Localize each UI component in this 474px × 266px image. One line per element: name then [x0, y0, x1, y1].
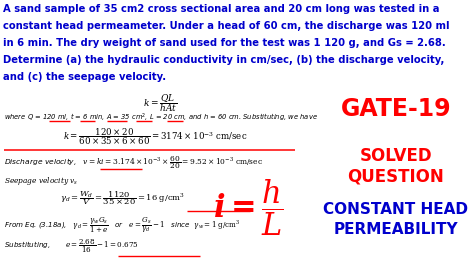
Text: $\gamma_d = \dfrac{W_d}{V} = \dfrac{1120}{35 \times 20} = 16\ \mathrm{g/cm^3}$: $\gamma_d = \dfrac{W_d}{V} = \dfrac{1120… — [60, 189, 185, 207]
Text: and (c) the seepage velocity.: and (c) the seepage velocity. — [3, 72, 166, 82]
Text: CONSTANT HEAD: CONSTANT HEAD — [323, 202, 468, 217]
Text: $\boldsymbol{i=\dfrac{h}{L}}$: $\boldsymbol{i=\dfrac{h}{L}}$ — [212, 177, 283, 238]
Text: $k = \dfrac{120 \times 20}{60 \times 35 \times 6 \times 60} = 3174 \times 10^{-3: $k = \dfrac{120 \times 20}{60 \times 35 … — [63, 126, 247, 147]
Text: Substituting,       $e = \dfrac{2.68}{16} - 1 = 0.675$: Substituting, $e = \dfrac{2.68}{16} - 1 … — [4, 238, 139, 255]
Text: where $Q$ = 120 ml, $t$ = 6 min, $A$ = 35 cm$^2$, $L$ = 20 cm, and $h$ = 60 cm. : where $Q$ = 120 ml, $t$ = 6 min, $A$ = 3… — [4, 112, 318, 124]
Text: $\mathit{Seepage\ velocity\ v_s}$: $\mathit{Seepage\ velocity\ v_s}$ — [4, 175, 78, 187]
Text: Determine (a) the hydraulic conductivity in cm/sec, (b) the discharge velocity,: Determine (a) the hydraulic conductivity… — [3, 55, 444, 65]
Text: A sand sample of 35 cm2 cross sectional area and 20 cm long was tested in a: A sand sample of 35 cm2 cross sectional … — [3, 4, 439, 14]
Text: in 6 min. The dry weight of sand used for the test was 1 120 g, and Gs = 2.68.: in 6 min. The dry weight of sand used fo… — [3, 38, 446, 48]
Text: GATE-19: GATE-19 — [340, 97, 451, 121]
Text: PERMEABILITY: PERMEABILITY — [334, 222, 458, 237]
Text: $k = \dfrac{QL}{hAt}$: $k = \dfrac{QL}{hAt}$ — [143, 92, 177, 114]
Text: Discharge velocity,   $v = ki = 3.174 \times 10^{-3} \times \dfrac{60}{20} = 9.5: Discharge velocity, $v = ki = 3.174 \tim… — [4, 155, 263, 171]
Text: From Eq. (3.18a),   $\gamma_d = \dfrac{\gamma_w G_s}{1+e}$   or   $e = \dfrac{G_: From Eq. (3.18a), $\gamma_d = \dfrac{\ga… — [4, 216, 240, 235]
Text: QUESTION: QUESTION — [347, 168, 444, 186]
Text: constant head permeameter. Under a head of 60 cm, the discharge was 120 ml: constant head permeameter. Under a head … — [3, 21, 449, 31]
Text: SOLVED: SOLVED — [359, 147, 432, 165]
